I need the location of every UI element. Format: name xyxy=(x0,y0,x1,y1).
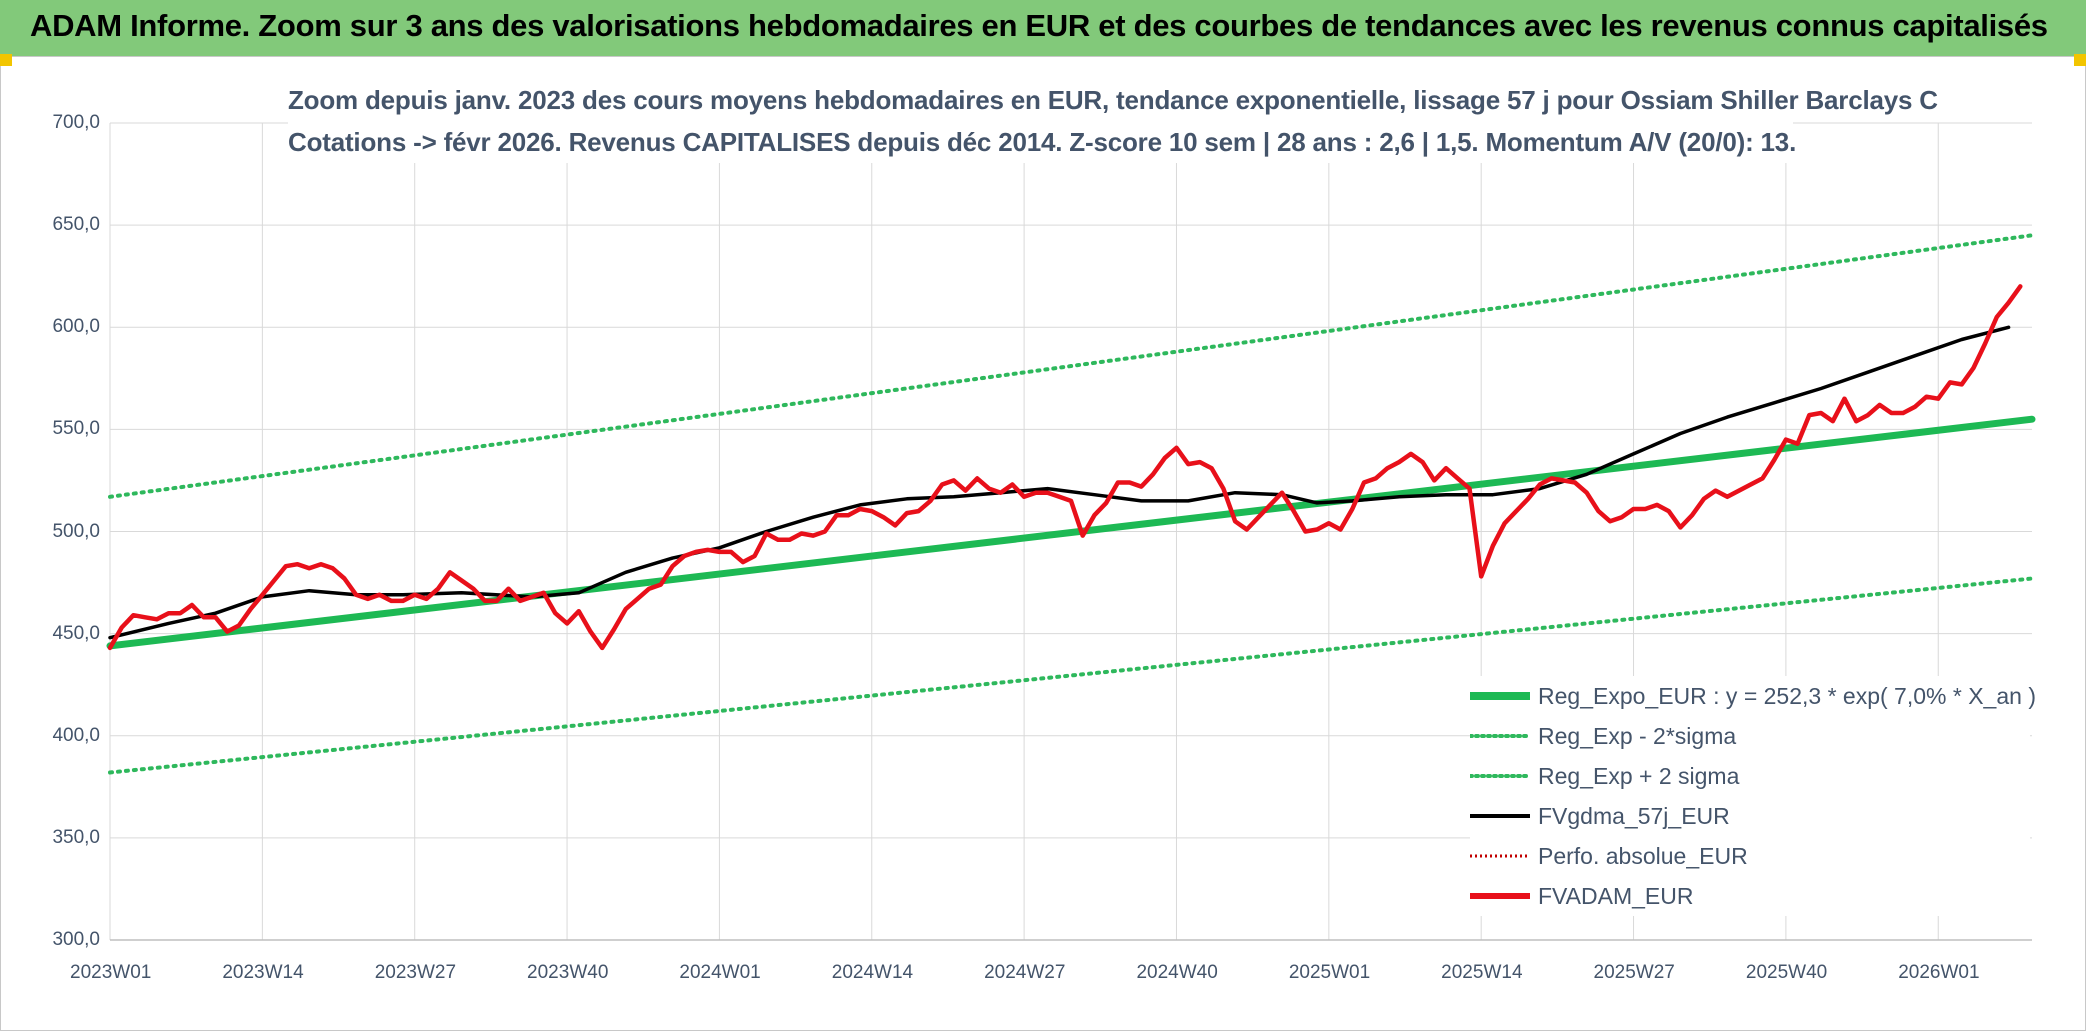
chart-title-box: Zoom depuis janv. 2023 des cours moyens … xyxy=(288,79,1938,163)
legend-label-upper-band: Reg_Exp + 2 sigma xyxy=(1538,762,1740,789)
legend-swatch-lower-band xyxy=(1470,730,1530,742)
legend-label-price: FVADAM_EUR xyxy=(1538,882,1694,909)
legend-label-moving-average: FVgdma_57j_EUR xyxy=(1538,802,1730,829)
chart-legend: Reg_Expo_EUR : y = 252,3 * exp( 7,0% * X… xyxy=(1470,676,2036,916)
frame-corner-marker xyxy=(0,54,12,66)
series-lower-band-line xyxy=(108,576,2034,775)
x-tick-label: 2025W14 xyxy=(1441,962,1523,983)
y-tick-label: 350,0 xyxy=(52,826,100,848)
x-tick-label: 2025W40 xyxy=(1745,962,1828,983)
legend-swatch-regression xyxy=(1470,690,1530,702)
x-tick-label: 2023W14 xyxy=(222,962,304,983)
x-tick-label: 2023W27 xyxy=(374,962,457,983)
x-tick-label: 2023W40 xyxy=(527,962,609,983)
series-upper-band-line xyxy=(108,233,2034,499)
legend-swatch-moving-average xyxy=(1470,810,1530,822)
chart-title: Zoom depuis janv. 2023 des cours moyens … xyxy=(288,85,1938,115)
frame-corner-marker xyxy=(2074,54,2086,66)
x-tick-label: 2025W27 xyxy=(1593,962,1675,983)
legend-label-regression: Reg_Expo_EUR : y = 252,3 * exp( 7,0% * X… xyxy=(1538,682,2036,709)
y-tick-label: 400,0 xyxy=(52,724,100,746)
y-tick-label: 550,0 xyxy=(52,418,100,440)
x-tick-label: 2025W01 xyxy=(1288,962,1371,983)
series-layer xyxy=(106,233,2036,775)
report-title: ADAM Informe. Zoom sur 3 ans des valoris… xyxy=(30,8,2048,43)
x-tick-label: 2024W01 xyxy=(679,962,761,983)
series-regression-line xyxy=(106,415,2036,650)
legend-swatch-price xyxy=(1470,890,1530,902)
y-tick-label: 300,0 xyxy=(52,929,100,950)
legend-swatch-upper-band xyxy=(1470,770,1530,782)
legend-item-lower-band: Reg_Exp - 2*sigma xyxy=(1470,716,2030,756)
y-tick-label: 700,0 xyxy=(52,112,100,133)
legend-item-price: FVADAM_EUR xyxy=(1470,876,2030,916)
x-tick-label: 2024W27 xyxy=(984,962,1066,983)
series-price-line xyxy=(107,284,2023,651)
x-tick-label: 2026W01 xyxy=(1898,962,1980,983)
legend-item-moving-average: FVgdma_57j_EUR xyxy=(1470,796,2030,836)
chart-subtitle: Cotations -> févr 2026. Revenus CAPITALI… xyxy=(288,127,1797,157)
x-tick-label: 2024W14 xyxy=(831,962,914,983)
series-moving-average-line xyxy=(108,325,2011,640)
y-tick-label: 450,0 xyxy=(52,622,100,644)
x-tick-label: 2024W40 xyxy=(1136,962,1218,983)
legend-label-lower-band: Reg_Exp - 2*sigma xyxy=(1538,722,1737,749)
legend-item-perf-absolue: Perfo. absolue_EUR xyxy=(1470,836,2030,876)
y-tick-label: 650,0 xyxy=(52,214,100,236)
legend-item-upper-band: Reg_Exp + 2 sigma xyxy=(1470,756,2030,796)
legend-swatch-perf-absolue xyxy=(1470,850,1530,862)
report-banner: ADAM Informe. Zoom sur 3 ans des valoris… xyxy=(0,0,2086,56)
legend-label-perf-absolue: Perfo. absolue_EUR xyxy=(1538,842,1748,869)
y-tick-label: 500,0 xyxy=(52,520,100,542)
legend-item-regression: Reg_Expo_EUR : y = 252,3 * exp( 7,0% * X… xyxy=(1470,676,2036,716)
y-tick-label: 600,0 xyxy=(52,316,100,338)
x-tick-label: 2023W01 xyxy=(70,962,152,983)
